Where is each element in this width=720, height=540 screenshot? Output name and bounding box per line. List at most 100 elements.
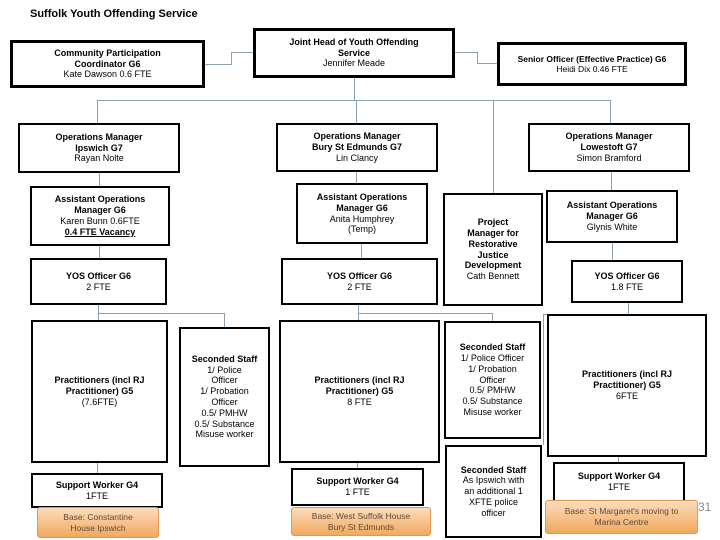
connector-line (356, 100, 357, 123)
role-detail: 1FTE (607, 482, 630, 492)
org-box-assistant-ops-bury: Assistant Operations Manager G6 Anita Hu… (296, 183, 428, 244)
role-detail: Glynis White (586, 221, 638, 232)
org-box-support-worker-bury: Support Worker G4 1 FTE (291, 468, 424, 506)
connector-line (97, 100, 610, 101)
role-title: Senior Officer (Effective Practice) G6 (517, 53, 667, 64)
org-box-support-worker-lowestoft: Support Worker G4 1FTE (553, 462, 685, 502)
org-box-project-manager-rj: Project Manager for Restorative Justice … (443, 193, 543, 306)
org-box-assistant-ops-lowestoft: Assistant Operations Manager G6 Glynis W… (546, 190, 678, 243)
role-title: Practitioners (incl RJ Practitioner) G5 (581, 369, 673, 391)
role-detail: 8 FTE (347, 396, 372, 407)
base-callout-ipswich: Base: Constantine House Ipswich (37, 507, 159, 538)
role-detail: 1/ Police Officer 1/ Probation Officer 0… (460, 353, 525, 417)
role-title: Joint Head of Youth Offending Service (289, 36, 419, 58)
connector-line (361, 244, 362, 258)
connector-line (357, 463, 358, 468)
role-title: Assistant Operations Manager G6 (566, 200, 658, 222)
org-box-yos-officer-lowestoft: YOS Officer G6 1.8 FTE (571, 260, 683, 303)
role-detail: Simon Bramford (576, 152, 642, 163)
connector-line (628, 303, 629, 314)
connector-line (97, 100, 98, 123)
role-title: Seconded Staff (460, 464, 527, 475)
role-detail: As Ipswich with an additional 1 XFTE pol… (462, 475, 525, 518)
org-box-practitioners-lowestoft: Practitioners (incl RJ Practitioner) G5 … (547, 314, 707, 457)
connector-line (99, 246, 100, 258)
connector-line (99, 173, 100, 186)
connector-line (97, 463, 98, 473)
org-box-assistant-ops-ipswich: Assistant Operations Manager G6 Karen Bu… (30, 186, 170, 246)
connector-line (231, 52, 232, 65)
role-title: Operations Manager Bury St Edmunds G7 (311, 131, 402, 153)
role-detail: 1.8 FTE (610, 281, 643, 292)
role-title: Community Participation Coordinator G6 (54, 47, 161, 69)
org-box-practitioners-bury: Practitioners (incl RJ Practitioner) G5 … (279, 320, 440, 463)
org-box-practitioners-ipswich: Practitioners (incl RJ Practitioner) G5 … (31, 320, 168, 463)
role-detail: Kate Dawson 0.6 FTE (63, 69, 152, 80)
connector-line (231, 52, 253, 53)
role-title: Practitioners (incl RJ Practitioner) G5 (314, 375, 405, 397)
role-title: Seconded Staff (459, 342, 526, 353)
role-title: Operations Manager Lowestoft G7 (565, 131, 653, 153)
vacancy-note: 0.4 FTE Vacancy (64, 226, 136, 237)
role-detail: 2 FTE (86, 281, 111, 292)
connector-line (492, 313, 493, 321)
role-detail: 2 FTE (347, 281, 372, 292)
org-box-seconded-staff-lowestoft: Seconded Staff As Ipswich with an additi… (445, 445, 542, 538)
role-detail: 6FTE (615, 390, 638, 401)
role-title: Assistant Operations Manager G6 (54, 194, 146, 216)
role-detail: Cath Bennett (466, 271, 520, 282)
role-title: Support Worker G4 (316, 476, 399, 487)
org-box-support-worker-ipswich: Support Worker G4 1FTE (31, 473, 163, 508)
base-callout-bury: Base: West Suffolk House Bury St Edmunds (291, 507, 431, 536)
org-box-joint-head: Joint Head of Youth Offending Service Je… (253, 28, 455, 78)
role-title: YOS Officer G6 (65, 270, 132, 281)
role-title: Operations Manager Ipswich G7 (55, 131, 143, 153)
connector-line (354, 78, 355, 100)
role-title: Practitioners (incl RJ Practitioner) G5 (54, 375, 145, 397)
connector-line (224, 313, 225, 327)
connector-line (543, 314, 544, 445)
role-detail: Heidi Dix 0.46 FTE (556, 64, 628, 74)
role-detail: Lin Clancy (335, 152, 379, 163)
org-box-senior-officer: Senior Officer (Effective Practice) G6 H… (497, 42, 687, 86)
connector-line (611, 172, 612, 190)
connector-line (358, 305, 359, 320)
role-title: Support Worker G4 (577, 471, 661, 482)
base-callout-lowestoft: Base: St Margaret's moving to Marina Cen… (545, 500, 698, 534)
connector-line (98, 313, 224, 314)
connector-line (612, 243, 613, 260)
role-title: YOS Officer G6 (594, 270, 660, 281)
connector-line (356, 172, 357, 183)
org-box-community-participation-coordinator: Community Participation Coordinator G6 K… (10, 40, 205, 88)
role-detail: 1FTE (85, 490, 108, 501)
connector-line (477, 52, 478, 64)
connector-line (98, 305, 99, 320)
connector-line (493, 100, 494, 193)
connector-line (205, 64, 231, 65)
org-box-operations-manager-ipswich: Operations Manager Ipswich G7 Rayan Nolt… (18, 123, 180, 173)
org-box-seconded-staff-ipswich: Seconded Staff 1/ Police Officer 1/ Prob… (179, 327, 270, 467)
org-box-yos-officer-ipswich: YOS Officer G6 2 FTE (30, 258, 167, 305)
org-box-seconded-staff-bury: Seconded Staff 1/ Police Officer 1/ Prob… (444, 321, 541, 439)
role-detail: Jennifer Meade (322, 58, 386, 69)
connector-line (477, 63, 497, 64)
role-detail: 1/ Police Officer 1/ Probation Officer 0… (194, 364, 255, 440)
role-title: Seconded Staff (191, 353, 258, 364)
connector-line (610, 100, 611, 123)
org-box-yos-officer-bury: YOS Officer G6 2 FTE (281, 258, 438, 305)
page-number: 31 (698, 500, 712, 514)
role-detail: (7.6FTE) (81, 396, 118, 407)
slide-title: Suffolk Youth Offending Service (30, 8, 198, 20)
role-detail: 1 FTE (345, 487, 370, 497)
connector-line (358, 313, 492, 314)
role-detail: Karen Bunn 0.6FTE (60, 216, 140, 226)
role-detail: Anita Humphrey (Temp) (329, 213, 395, 235)
role-title: Support Worker G4 (55, 479, 139, 490)
org-box-operations-manager-lowestoft: Operations Manager Lowestoft G7 Simon Br… (528, 123, 690, 172)
role-title: Assistant Operations Manager G6 (316, 191, 408, 213)
org-box-operations-manager-bury: Operations Manager Bury St Edmunds G7 Li… (276, 123, 438, 172)
connector-line (455, 52, 477, 53)
role-detail: Rayan Nolte (74, 153, 124, 164)
connector-line (618, 457, 619, 462)
